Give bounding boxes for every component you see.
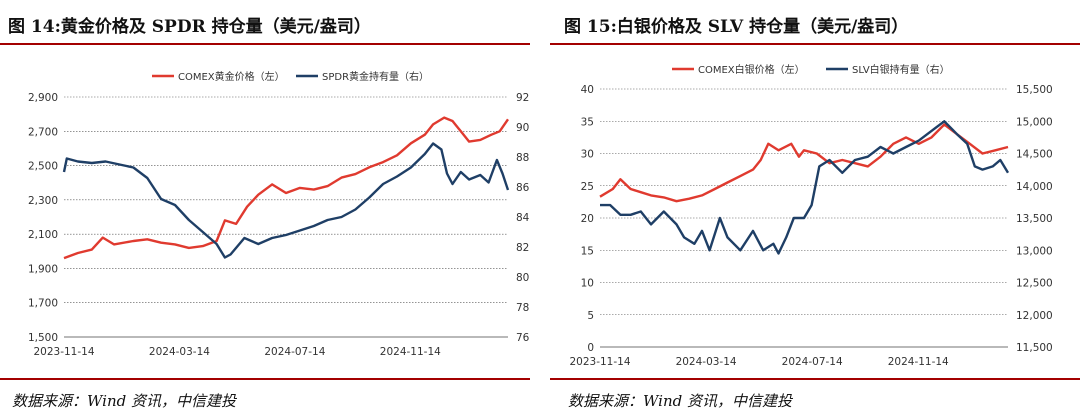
y-right-tick-label: 11,500 [1016,342,1053,354]
y-right-tick-label: 13,500 [1016,213,1053,225]
legend-label: COMEX白银价格（左） [698,63,805,76]
y-left-tick-label: 2,300 [28,195,58,207]
source-note: 数据来源：Wind 资讯，中信建投 [568,392,792,410]
y-left-tick-label: 10 [581,278,594,290]
y-right-tick-label: 15,000 [1016,116,1053,128]
gold-chart: 1,500 1,700 1,900 2,100 2,300 2,500 2,700 2,900… [28,70,530,358]
y-right-tick-label: 800 [516,272,530,284]
legend-label: SPDR黄金持有量（右） [322,70,429,83]
title-rule [0,43,530,45]
y-left-tick-label: 15 [581,245,594,257]
x-tick-label: 2024-11-14 [888,356,949,368]
y-right-tick-label: 12,500 [1016,278,1053,290]
source-note: 数据来源：Wind 资讯，中信建投 [12,392,236,410]
y-left-tick-label: 35 [581,116,594,128]
y-left-tick-label: 20 [581,213,594,225]
y-left-tick-label: 1,900 [28,263,58,275]
x-tick-label: 2024-11-14 [380,346,441,358]
y-right-tick-label: 880 [516,152,530,164]
holdings-series-line [62,142,510,259]
x-tick-label: 2024-03-14 [149,346,210,358]
x-tick-label: 2023-11-14 [33,346,94,358]
holdings-series-line [600,120,1010,255]
y-right-tick-label: 820 [516,242,530,254]
y-left-tick-label: 1,700 [28,298,58,310]
y-right-tick-label: 15,500 [1016,84,1053,96]
y-left-tick-label: 2,700 [28,126,58,138]
y-right-tick-label: 14,000 [1016,181,1053,193]
y-right-tick-label: 12,000 [1016,310,1053,322]
y-left-tick-label: 2,900 [28,92,58,104]
y-left-tick-label: 5 [587,310,594,322]
y-left-tick-label: 25 [581,181,594,193]
y-right-tick-label: 780 [516,302,530,314]
y-left-tick-label: 2,100 [28,229,58,241]
chart-title: 图 14:黄金价格及 SPDR 持仓量（美元/盎司） [8,17,371,37]
y-right-tick-label: 840 [516,212,530,224]
x-tick-label: 2024-07-14 [782,356,843,368]
silver-chart: 0 5 10 15 20 25 30 35 40 11,500 12,000 12,500 13,000… [569,63,1053,368]
y-left-tick-label: 0 [587,342,594,354]
y-left-tick-label: 2,500 [28,161,58,173]
silver-panel: 图 15:白银价格及 SLV 持仓量（美元/盎司） 0 5 10 15 20 25 30 35… [550,0,1080,419]
x-tick-label: 2024-03-14 [676,356,737,368]
y-right-tick-label: 760 [516,332,530,344]
x-tick-label: 2024-07-14 [264,346,325,358]
gold-panel: 图 14:黄金价格及 SPDR 持仓量（美元/盎司） 1,500 1,700 1,9… [0,0,530,419]
y-left-tick-label: 1,500 [28,332,58,344]
chart-title: 图 15:白银价格及 SLV 持仓量（美元/盎司） [564,17,909,37]
x-tick-label: 2023-11-14 [569,356,630,368]
y-right-tick-label: 900 [516,122,530,134]
y-right-tick-label: 13,000 [1016,245,1053,257]
y-left-tick-label: 30 [581,149,594,161]
title-rule [550,43,1080,45]
y-right-tick-label: 860 [516,182,530,194]
source-rule [550,378,1080,380]
y-right-tick-label: 14,500 [1016,149,1053,161]
y-right-tick-label: 920 [516,92,530,104]
legend-label: COMEX黄金价格（左） [178,70,285,83]
legend-label: SLV白银持有量（右） [852,63,950,76]
y-left-tick-label: 40 [581,84,594,96]
source-rule [0,378,530,380]
price-series-line [599,123,1009,203]
price-series-line [63,116,509,260]
